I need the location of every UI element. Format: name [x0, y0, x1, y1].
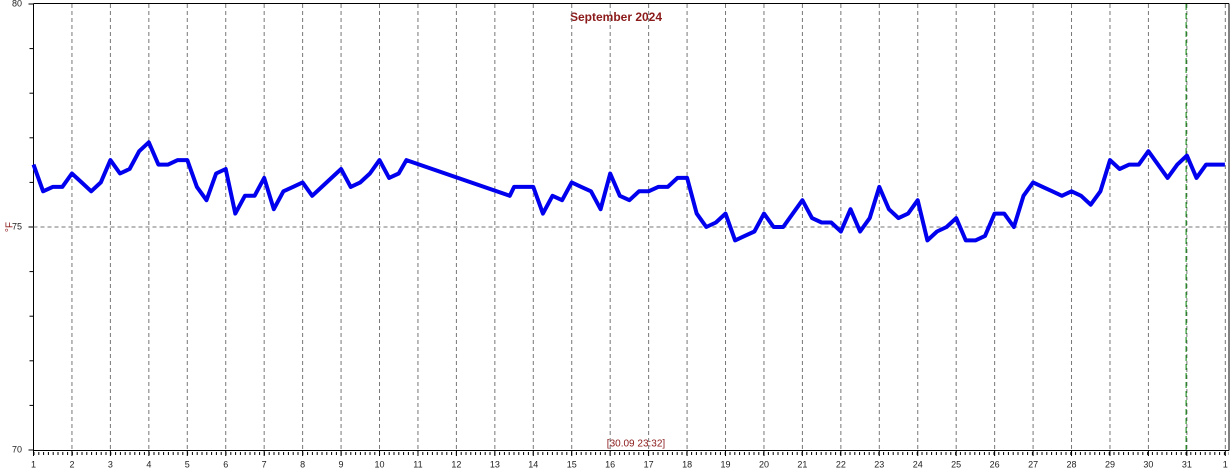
x-tick-label: 10 — [375, 459, 385, 469]
y-tick-label: 75 — [12, 221, 22, 231]
x-tick-label: 3 — [108, 459, 113, 469]
x-tick-label: 6 — [223, 459, 228, 469]
x-tick-label: 8 — [300, 459, 305, 469]
y-tick-label: 80 — [12, 0, 22, 8]
x-tick-label: 29 — [1105, 459, 1115, 469]
chart-title: September 2024 — [570, 10, 662, 24]
x-tick-label: 27 — [1028, 459, 1038, 469]
x-tick-label: 25 — [951, 459, 961, 469]
x-tick-label: 1 — [1223, 459, 1228, 469]
x-tick-label: 18 — [682, 459, 692, 469]
x-tick-label: 9 — [339, 459, 344, 469]
x-tick-label: 5 — [185, 459, 190, 469]
x-tick-label: 28 — [1067, 459, 1077, 469]
x-tick-label: 22 — [836, 459, 846, 469]
x-tick-label: 30 — [1143, 459, 1153, 469]
x-tick-label: 26 — [990, 459, 1000, 469]
x-tick-label: 21 — [797, 459, 807, 469]
y-axis-label: °F — [5, 222, 16, 232]
x-tick-label: 11 — [413, 459, 422, 469]
x-tick-label: 24 — [913, 459, 923, 469]
x-tick-label: 2 — [69, 459, 74, 469]
x-tick-label: 19 — [721, 459, 731, 469]
x-tick-label: 17 — [644, 459, 654, 469]
x-tick-label: 14 — [528, 459, 538, 469]
x-tick-label: 15 — [567, 459, 577, 469]
x-tick-label: 23 — [874, 459, 884, 469]
x-tick-label: 20 — [759, 459, 769, 469]
cursor-label: [30.09 23:32] — [607, 439, 666, 450]
y-tick-label: 70 — [12, 444, 22, 454]
x-tick-label: 12 — [451, 459, 461, 469]
x-tick-label: 1 — [31, 459, 36, 469]
data-line — [31, 140, 1225, 243]
x-tick-label: 4 — [146, 459, 151, 469]
x-tick-label: 13 — [490, 459, 500, 469]
x-tick-label: 31 — [1182, 459, 1192, 469]
x-tick-label: 7 — [262, 459, 267, 469]
x-tick-label: 16 — [605, 459, 615, 469]
